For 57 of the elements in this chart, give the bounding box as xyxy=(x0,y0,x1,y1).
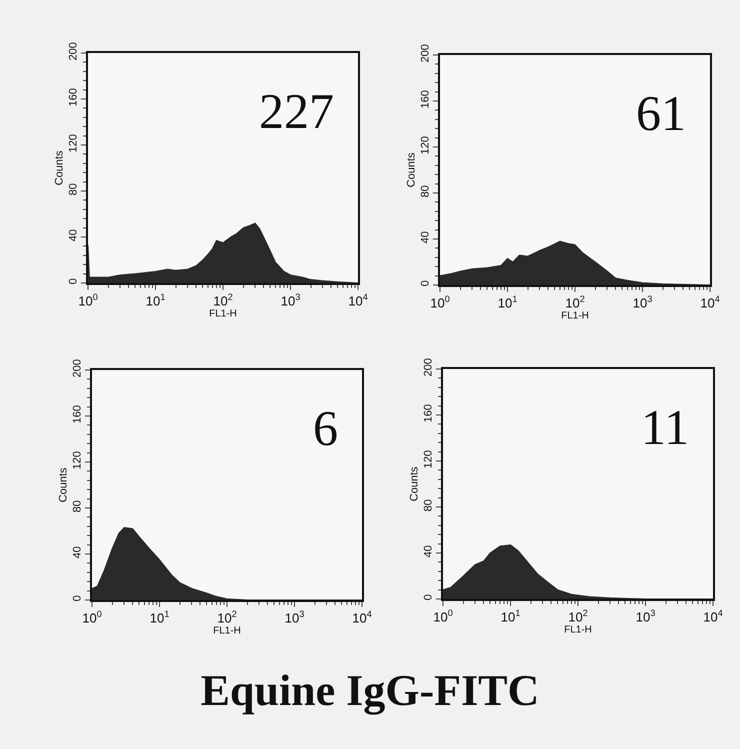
y-tick-label: 120 xyxy=(72,451,84,470)
x-tick-label: 10$^{2}$ xyxy=(217,609,237,626)
annotation: 11 xyxy=(641,399,690,455)
y-tick-label: 200 xyxy=(422,358,435,377)
x-tick-label: 10$^{0}$ xyxy=(430,294,450,311)
y-tick-label: 40 xyxy=(68,229,80,242)
y-tick-label: 200 xyxy=(420,44,432,63)
x-tick-label: 10$^{3}$ xyxy=(280,292,300,309)
y-axis-title: Counts xyxy=(58,467,70,502)
x-tick-label: 10$^{2}$ xyxy=(568,608,588,625)
x-axis-title: FL1-H xyxy=(213,626,241,637)
y-tick-label: 0 xyxy=(422,594,435,600)
annotation: 61 xyxy=(636,85,686,141)
x-tick-label: 10$^{1}$ xyxy=(150,609,170,626)
x-tick-label: 10$^{3}$ xyxy=(636,608,656,625)
annotation: 227 xyxy=(259,83,334,139)
x-axis-title: FL1-H xyxy=(564,624,592,636)
x-tick-label: 10$^{1}$ xyxy=(500,608,520,625)
x-tick-label: 10$^{2}$ xyxy=(213,292,233,309)
x-tick-label: 10$^{4}$ xyxy=(703,608,723,625)
y-axis-title: Counts xyxy=(54,150,66,186)
x-tick-label: 10$^{3}$ xyxy=(284,609,304,626)
y-tick-label: 0 xyxy=(420,280,432,286)
y-tick-label: 0 xyxy=(72,595,84,602)
y-tick-label: 80 xyxy=(420,185,432,198)
x-tick-label: 10$^{1}$ xyxy=(146,292,166,309)
x-tick-label: 10$^{2}$ xyxy=(565,294,585,311)
text: Equine IgG-FITC xyxy=(200,665,540,716)
y-tick-label: 120 xyxy=(420,136,432,155)
x-tick-label: 10$^{0}$ xyxy=(82,609,102,626)
annotation: 6 xyxy=(313,400,338,456)
y-tick-label: 120 xyxy=(422,450,435,469)
y-tick-label: 40 xyxy=(420,231,432,244)
y-tick-label: 200 xyxy=(72,359,84,378)
x-tick-label: 10$^{1}$ xyxy=(498,294,518,311)
x-tick-label: 10$^{4}$ xyxy=(352,609,372,626)
y-tick-label: 80 xyxy=(422,499,435,512)
y-tick-label: 120 xyxy=(68,134,80,153)
y-tick-label: 80 xyxy=(68,183,80,196)
x-axis-title: FL1-H xyxy=(561,310,589,322)
y-tick-label: 160 xyxy=(420,90,432,109)
x-axis-title: FL1-H xyxy=(209,308,237,320)
y-tick-label: 0 xyxy=(68,278,80,284)
x-tick-label: 10$^{0}$ xyxy=(78,292,98,309)
y-tick-label: 160 xyxy=(72,405,84,424)
y-tick-label: 80 xyxy=(72,500,84,512)
x-tick-label: 10$^{0}$ xyxy=(433,608,453,625)
y-tick-label: 200 xyxy=(68,42,80,61)
y-tick-label: 40 xyxy=(72,546,84,558)
x-tick-label: 10$^{4}$ xyxy=(348,292,368,309)
x-tick-label: 10$^{4}$ xyxy=(700,294,720,311)
y-axis-title: Counts xyxy=(406,152,418,188)
y-tick-label: 160 xyxy=(68,88,80,107)
y-tick-label: 160 xyxy=(422,404,435,423)
y-axis-title: Counts xyxy=(408,466,421,502)
y-tick-label: 40 xyxy=(422,545,435,558)
x-tick-label: 10$^{3}$ xyxy=(632,294,652,311)
